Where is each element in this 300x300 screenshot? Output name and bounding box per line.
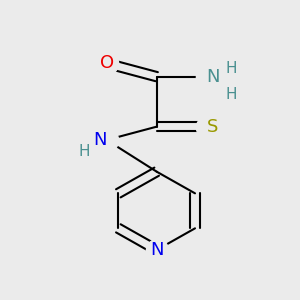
Text: H: H <box>225 88 236 103</box>
Text: S: S <box>207 118 218 136</box>
Text: H: H <box>225 61 236 76</box>
Text: H: H <box>79 144 90 159</box>
Text: N: N <box>150 241 164 259</box>
Text: N: N <box>207 68 220 86</box>
Text: N: N <box>93 131 107 149</box>
Text: O: O <box>100 54 114 72</box>
